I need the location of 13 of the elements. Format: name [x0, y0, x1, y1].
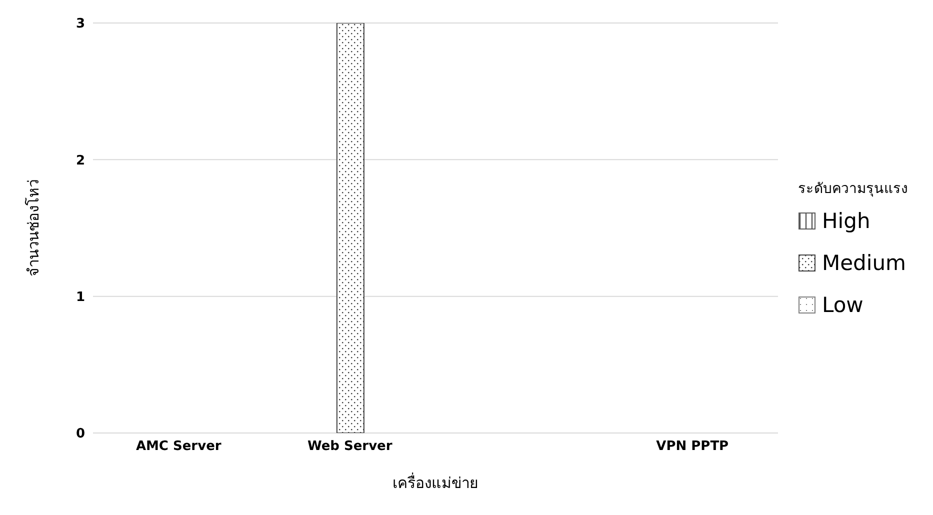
legend-title: ระดับความรุนแรง — [798, 180, 908, 198]
x-tick-label: AMC Server — [136, 439, 222, 454]
x-tick-label: Web Server — [307, 439, 393, 454]
x-axis-title: เครื่องแม่ข่าย — [392, 472, 478, 492]
legend-label: High — [822, 208, 870, 232]
x-tick-label: VPN PPTP — [656, 439, 729, 454]
legend-label: Low — [822, 292, 864, 316]
y-axis-title: จำนวนช่องโหว่ — [24, 180, 42, 276]
y-tick-label: 2 — [76, 153, 85, 168]
y-tick-label: 0 — [76, 426, 85, 442]
y-tick-label: 1 — [76, 290, 85, 305]
legend-label: Medium — [822, 250, 906, 274]
y-tick-label: 3 — [76, 16, 85, 32]
